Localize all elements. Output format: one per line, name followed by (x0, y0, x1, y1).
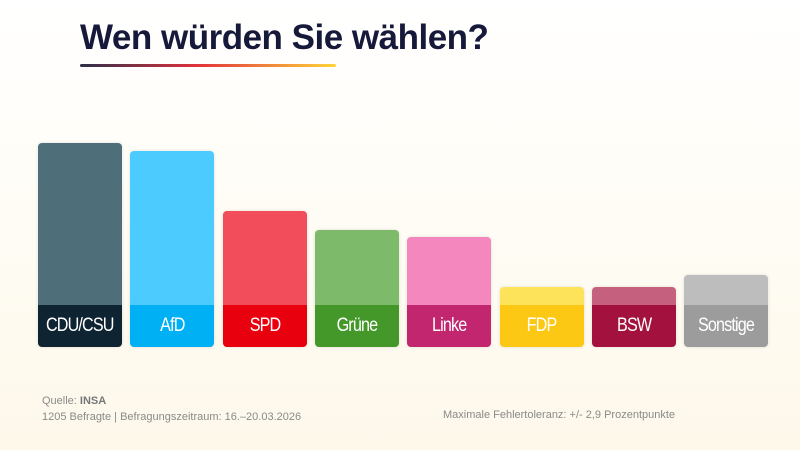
bar-fill (591, 286, 676, 305)
category-label: FDP (526, 314, 558, 336)
bar-fill (684, 275, 769, 305)
bar-label: AfD (130, 304, 215, 347)
bar-sonstige: Sonstige (684, 275, 769, 347)
bar-fill (38, 143, 122, 305)
category-label: Sonstige (698, 314, 755, 336)
category-label: Linke (432, 314, 467, 336)
survey-details: 1205 Befragte | Befragungszeitraum: 16.–… (42, 411, 302, 423)
bar-cdu-csu: CDU/CSU (38, 143, 122, 347)
bar-label: CDU/CSU (38, 305, 122, 347)
category-label: BSW (616, 314, 652, 336)
bar-linke: Linke (407, 237, 492, 347)
bar-fill (407, 237, 492, 305)
bar-bsw: BSW (591, 286, 676, 347)
bar-label: BSW (591, 304, 676, 347)
bar-spd: SPD (222, 211, 307, 347)
bar-label: Linke (407, 304, 492, 347)
source-label: Quelle: (42, 395, 77, 407)
title-underline (80, 64, 336, 67)
chart-title: Wen würden Sie wählen? (80, 18, 489, 57)
category-label: AfD (160, 314, 185, 336)
source-line: Quelle: INSA (42, 393, 301, 409)
category-label: CDU/CSU (46, 315, 114, 336)
bar-label: SPD (222, 305, 307, 347)
bar-fill (130, 150, 215, 305)
bar-grüne: Grüne (314, 229, 399, 347)
category-label: SPD (249, 315, 281, 336)
category-label: Grüne (336, 314, 378, 336)
bar-fill (222, 211, 307, 305)
bar-label: Grüne (314, 304, 399, 347)
bar-label: FDP (499, 304, 584, 347)
bar-fill (314, 229, 399, 305)
source-name: INSA (79, 395, 107, 407)
bar-afd: AfD (130, 150, 215, 347)
bar-fill (499, 286, 584, 305)
bar-fdp: FDP (499, 286, 584, 347)
error-tolerance: Maximale Fehlertoleranz: +/- 2,9 Prozent… (443, 409, 676, 421)
bar-label: Sonstige (684, 304, 769, 347)
footer: Quelle: INSA 1205 Befragte | Befragungsz… (42, 393, 301, 425)
